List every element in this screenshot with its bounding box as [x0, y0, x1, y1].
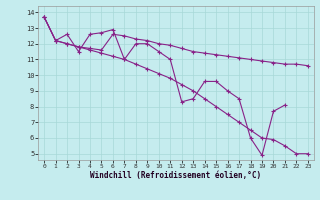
X-axis label: Windchill (Refroidissement éolien,°C): Windchill (Refroidissement éolien,°C)	[91, 171, 261, 180]
